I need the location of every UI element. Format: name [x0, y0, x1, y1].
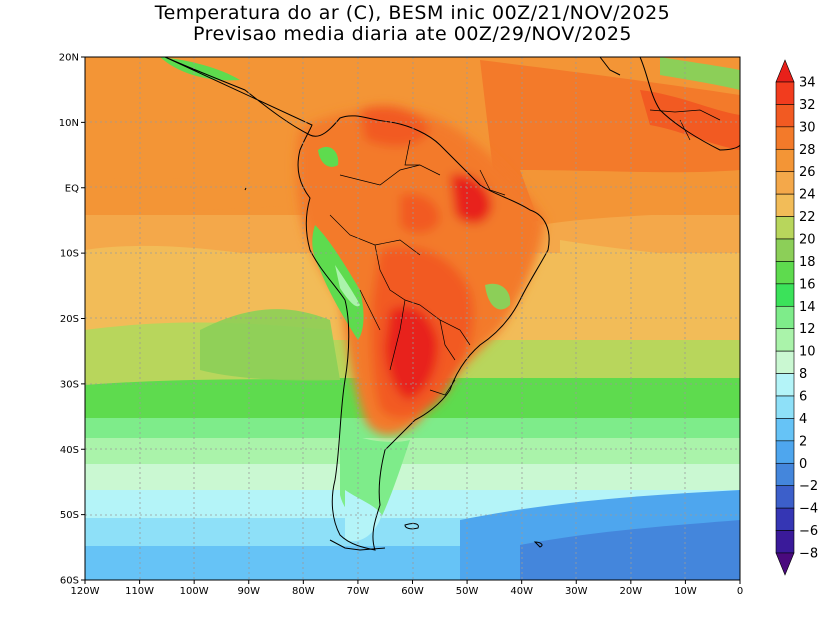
colorbar-swatch — [775, 171, 795, 195]
lat-label: 30S — [60, 379, 79, 390]
lon-label: 0 — [737, 586, 743, 597]
colorbar-label: 32 — [799, 98, 816, 113]
country-borders — [329, 109, 721, 396]
colorbar-label: 2 — [799, 434, 807, 449]
colorbar-swatch — [775, 485, 795, 509]
map-title-line1: Temperatura do ar (C), BESM inic 00Z/21/… — [154, 2, 671, 24]
lon-label: 80W — [292, 586, 315, 597]
colorbar-swatch — [775, 238, 795, 262]
colorbar-swatch — [775, 126, 795, 150]
colorbar-swatch — [775, 193, 795, 217]
lat-label: 20N — [59, 53, 79, 64]
colorbar-label: 30 — [799, 120, 816, 135]
colorbar-swatch — [775, 283, 795, 307]
colorbar-label: −8 — [799, 547, 818, 562]
colorbar-swatch — [775, 373, 795, 397]
colorbar-swatch — [775, 261, 795, 285]
colorbar-top-arrow — [775, 59, 795, 83]
lon-label: 60W — [401, 586, 424, 597]
colorbar-label: 20 — [799, 233, 816, 248]
gridlines — [85, 57, 740, 580]
colorbar-label: −6 — [799, 524, 818, 539]
latitude-axis: 20N 10N EQ 10S 20S 30S 40S 50S 60S — [59, 53, 85, 587]
colorbar-label: 10 — [799, 345, 816, 360]
lon-label: 10W — [674, 586, 697, 597]
colorbar-swatch — [775, 305, 795, 330]
colorbar-swatch — [775, 462, 795, 487]
colorbar-label: −4 — [799, 502, 818, 517]
lat-label: 40S — [60, 445, 79, 456]
colorbar-label: 34 — [799, 76, 816, 91]
lon-label: 20W — [620, 586, 643, 597]
lat-label: 10N — [59, 118, 79, 129]
lon-label: 110W — [125, 586, 154, 597]
colorbar-label: 18 — [799, 255, 816, 270]
lat-label: 20S — [60, 314, 79, 325]
colorbar-swatch — [775, 104, 795, 128]
colorbar-swatch — [775, 530, 795, 554]
lat-label: EQ — [65, 183, 79, 194]
colorbar-swatch — [775, 350, 795, 374]
colorbar-swatch — [775, 418, 795, 442]
lon-label: 70W — [347, 586, 370, 597]
lon-label: 120W — [71, 586, 100, 597]
lon-label: 50W — [456, 586, 479, 597]
colorbar-label: 22 — [799, 210, 816, 225]
lon-label: 100W — [180, 586, 209, 597]
colorbar-bottom-arrow — [775, 552, 795, 576]
lon-label: 40W — [510, 586, 533, 597]
colorbar-swatch — [775, 507, 795, 531]
colorbar-swatch — [775, 81, 795, 105]
temperature-field — [85, 57, 740, 580]
lat-label: 60S — [60, 576, 79, 587]
colorbar-swatch — [775, 328, 795, 352]
colorbar-label: 6 — [799, 390, 807, 405]
coastlines — [164, 56, 741, 551]
colorbar-label: 14 — [799, 300, 816, 315]
lon-label: 30W — [565, 586, 588, 597]
map-title-line2: Previsao media diaria ate 00Z/29/NOV/202… — [193, 23, 632, 45]
colorbar-swatch — [775, 148, 795, 173]
colorbar-label: 26 — [799, 165, 816, 180]
colorbar-label: 12 — [799, 322, 816, 337]
colorbar-label: 0 — [799, 457, 807, 472]
lat-label: 50S — [60, 510, 79, 521]
colorbar-swatch — [775, 395, 795, 419]
colorbar-label: −2 — [799, 479, 818, 494]
colorbar-label: 4 — [799, 412, 807, 427]
colorbar-swatch — [775, 216, 795, 240]
colorbar-label: 28 — [799, 143, 816, 158]
lat-label: 10S — [60, 249, 79, 260]
colorbar-label: 24 — [799, 188, 816, 203]
colorbar-label: 16 — [799, 277, 816, 292]
colorbar-swatch — [775, 440, 795, 464]
colorbar-label: 8 — [799, 367, 807, 382]
longitude-axis: 120W 110W 100W 90W 80W 70W 60W 50W 40W 30W 20W 10W 0 — [71, 580, 743, 597]
lon-label: 90W — [237, 586, 260, 597]
